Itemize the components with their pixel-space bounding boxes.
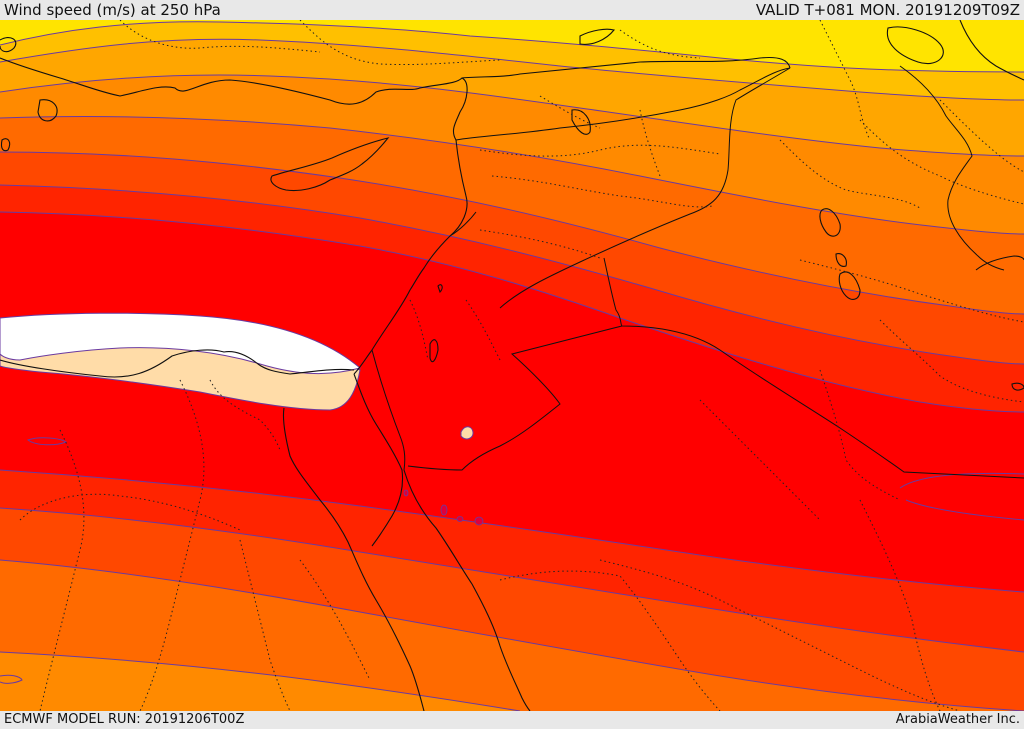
small-blobs (403, 489, 484, 526)
province-borders (19, 20, 1024, 711)
jet-core-white (0, 312, 362, 375)
map-title: Wind speed (m/s) at 250 hPa (4, 1, 221, 19)
red-patch-east (900, 473, 1024, 520)
credit-label: ArabiaWeather Inc. (895, 712, 1020, 727)
wind-speed-map (0, 20, 1024, 711)
model-run-label: ECMWF MODEL RUN: 20191206T00Z (4, 712, 245, 727)
coastlines (0, 20, 1024, 711)
wind-contours (0, 21, 1024, 711)
wind-speed-map-svg (0, 20, 1024, 711)
valid-time-label: VALID T+081 MON. 20191209T09Z (755, 1, 1020, 19)
map-footer: ECMWF MODEL RUN: 20191206T00Z ArabiaWeat… (0, 711, 1024, 729)
map-header: Wind speed (m/s) at 250 hPa VALID T+081 … (0, 0, 1024, 20)
small-cream-patch (460, 426, 474, 440)
band-lower-orange (0, 652, 520, 711)
